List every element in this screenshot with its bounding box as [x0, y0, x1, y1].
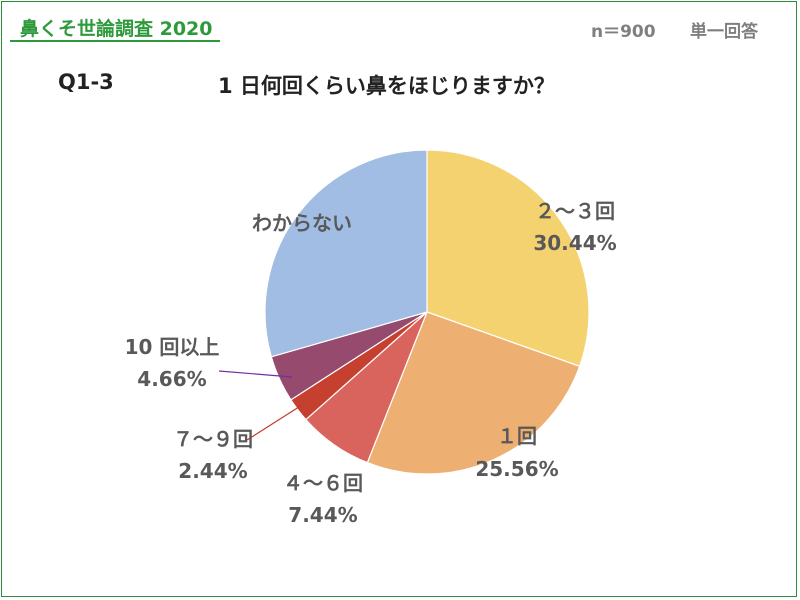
slice-7to9-value: 2.44%: [178, 459, 247, 483]
question-title: 1 日何回くらい鼻をほじりますか？: [218, 74, 555, 98]
slice-1: [366, 311, 581, 475]
slice-1-label: １回: [497, 424, 537, 448]
slice-unknown: [264, 149, 428, 358]
question-id: Q1-3: [58, 70, 114, 94]
slice-10plus-label: 10 回以上: [125, 335, 220, 359]
slice-2to3-value: 30.44%: [533, 231, 616, 255]
slice-2to3: [426, 149, 590, 368]
slice-1-value: 25.56%: [475, 457, 558, 481]
answer-type: 単一回答: [690, 22, 758, 42]
slice-4to6-value: 7.44%: [288, 503, 357, 527]
slice-unknown-label: わからない: [252, 211, 352, 235]
brand-title: 鼻くそ世論調査 2020: [20, 18, 213, 40]
slice-7to9-label: ７～９回: [173, 427, 253, 451]
sample-size: n＝900: [591, 22, 656, 42]
slice-10plus-value: 4.66%: [137, 367, 206, 391]
leader-10plus: [218, 370, 293, 378]
leader-7to9: [246, 404, 303, 441]
slice-2to3-label: ２～３回: [535, 199, 615, 223]
brand-underline: [10, 40, 220, 42]
slice-4to6-label: ４～６回: [283, 471, 363, 495]
